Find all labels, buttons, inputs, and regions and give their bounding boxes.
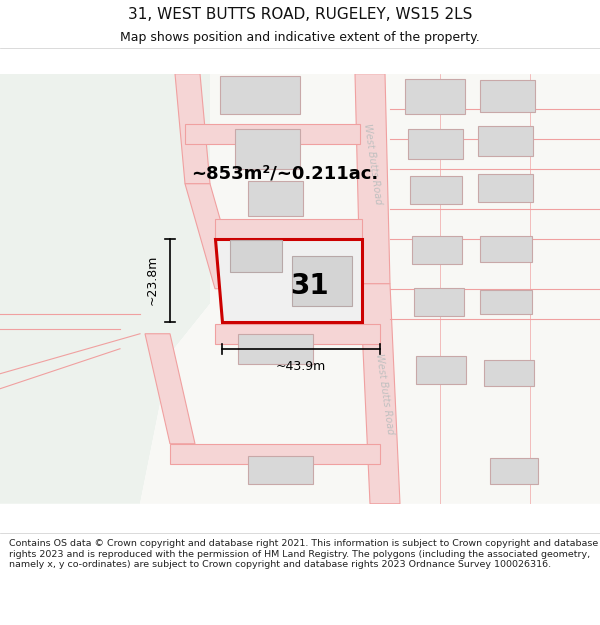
Polygon shape xyxy=(0,74,210,504)
Text: 31: 31 xyxy=(290,272,329,300)
Polygon shape xyxy=(410,176,462,204)
Polygon shape xyxy=(490,458,538,484)
Text: Map shows position and indicative extent of the property.: Map shows position and indicative extent… xyxy=(120,31,480,44)
Polygon shape xyxy=(145,334,195,444)
Polygon shape xyxy=(480,236,532,262)
Polygon shape xyxy=(478,174,533,202)
Polygon shape xyxy=(0,74,600,504)
Text: West Butts Road: West Butts Road xyxy=(362,122,383,205)
Polygon shape xyxy=(185,184,240,289)
Polygon shape xyxy=(170,444,380,464)
Polygon shape xyxy=(175,74,210,184)
Polygon shape xyxy=(416,356,466,384)
Polygon shape xyxy=(355,74,390,284)
Text: West Butts Road: West Butts Road xyxy=(374,352,395,435)
Polygon shape xyxy=(412,236,462,264)
Text: ~853m²/~0.211ac.: ~853m²/~0.211ac. xyxy=(191,165,379,182)
Polygon shape xyxy=(478,126,533,156)
Polygon shape xyxy=(484,360,534,386)
Polygon shape xyxy=(480,80,535,112)
Text: Contains OS data © Crown copyright and database right 2021. This information is : Contains OS data © Crown copyright and d… xyxy=(9,539,598,569)
Polygon shape xyxy=(480,290,532,314)
Polygon shape xyxy=(215,219,362,239)
Polygon shape xyxy=(360,284,400,504)
Polygon shape xyxy=(408,129,463,159)
Polygon shape xyxy=(292,256,352,306)
Polygon shape xyxy=(238,334,313,364)
Polygon shape xyxy=(235,129,300,169)
Polygon shape xyxy=(215,239,362,322)
Text: 31, WEST BUTTS ROAD, RUGELEY, WS15 2LS: 31, WEST BUTTS ROAD, RUGELEY, WS15 2LS xyxy=(128,7,472,22)
Polygon shape xyxy=(405,79,465,114)
Polygon shape xyxy=(230,240,282,272)
Polygon shape xyxy=(248,456,313,484)
Polygon shape xyxy=(248,181,303,216)
Polygon shape xyxy=(414,288,464,316)
Polygon shape xyxy=(220,76,300,114)
Text: ~43.9m: ~43.9m xyxy=(276,360,326,373)
Polygon shape xyxy=(185,124,360,144)
Text: ~23.8m: ~23.8m xyxy=(146,255,158,306)
Polygon shape xyxy=(215,324,380,344)
